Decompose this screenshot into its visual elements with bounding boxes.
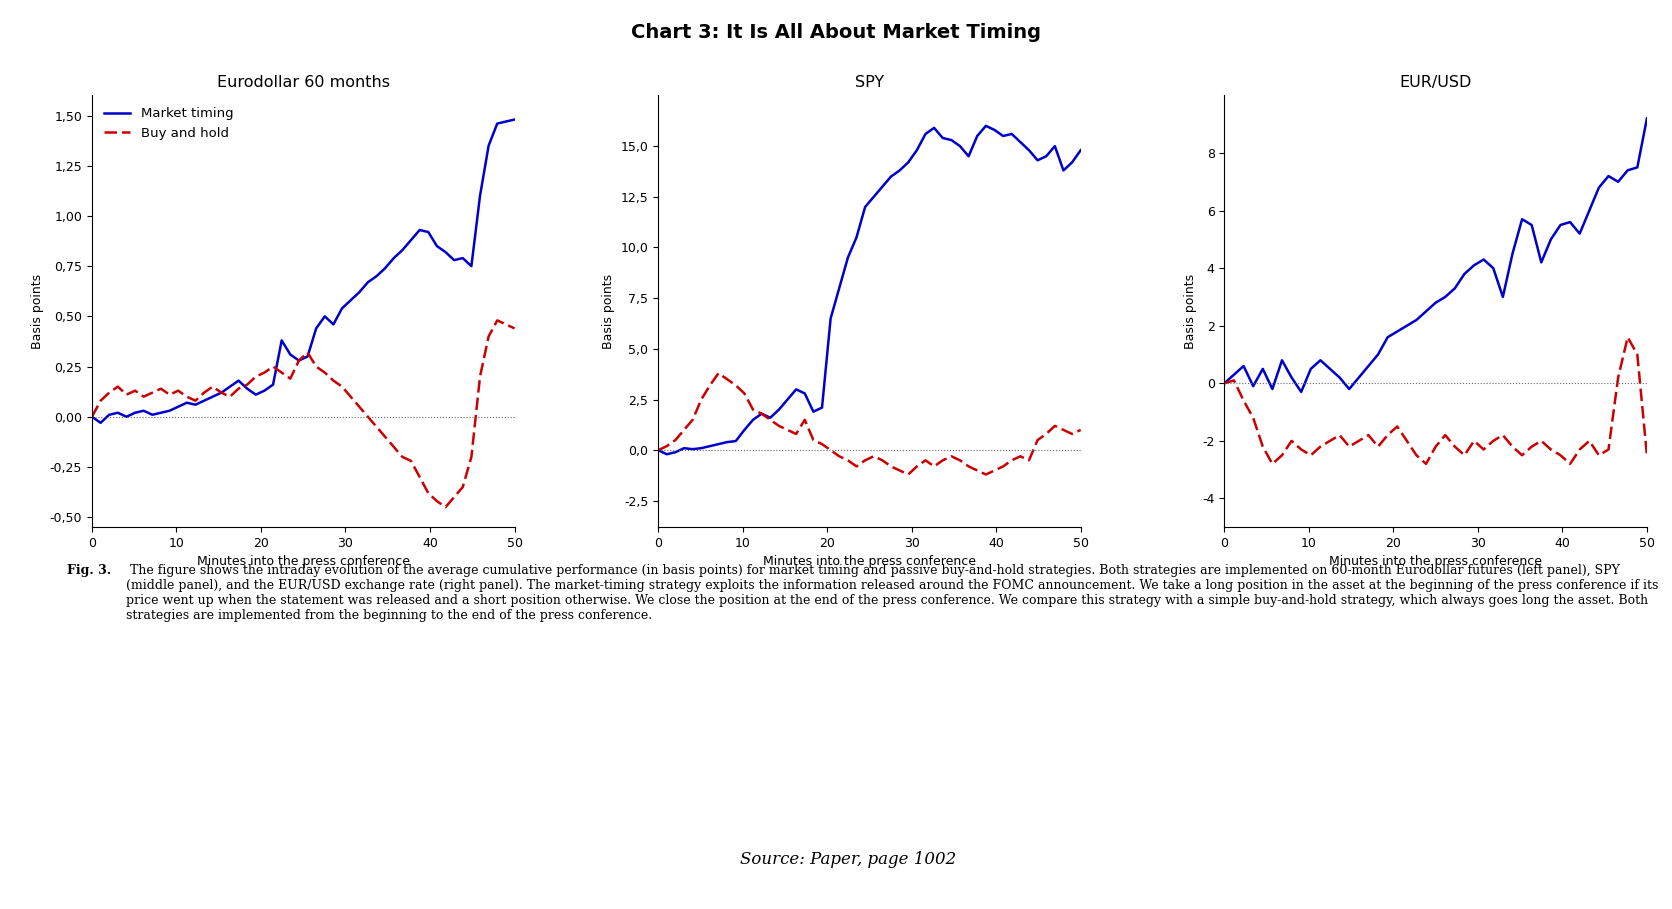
X-axis label: Minutes into the press conference: Minutes into the press conference <box>197 555 410 568</box>
Y-axis label: Basis points: Basis points <box>602 274 615 349</box>
Title: EUR/USD: EUR/USD <box>1399 75 1471 90</box>
Title: Eurodollar 60 months: Eurodollar 60 months <box>217 75 390 90</box>
Y-axis label: Basis points: Basis points <box>32 274 43 349</box>
Text: The figure shows the intraday evolution of the average cumulative performance (i: The figure shows the intraday evolution … <box>127 564 1659 622</box>
Text: Fig. 3.: Fig. 3. <box>67 564 110 576</box>
Text: Chart 3: It Is All About Market Timing: Chart 3: It Is All About Market Timing <box>630 23 1042 42</box>
Title: SPY: SPY <box>854 75 884 90</box>
X-axis label: Minutes into the press conference: Minutes into the press conference <box>762 555 976 568</box>
Text: Source: Paper, page 1002: Source: Paper, page 1002 <box>741 851 956 867</box>
Legend: Market timing, Buy and hold: Market timing, Buy and hold <box>99 102 239 145</box>
Y-axis label: Basis points: Basis points <box>1184 274 1197 349</box>
X-axis label: Minutes into the press conference: Minutes into the press conference <box>1329 555 1542 568</box>
